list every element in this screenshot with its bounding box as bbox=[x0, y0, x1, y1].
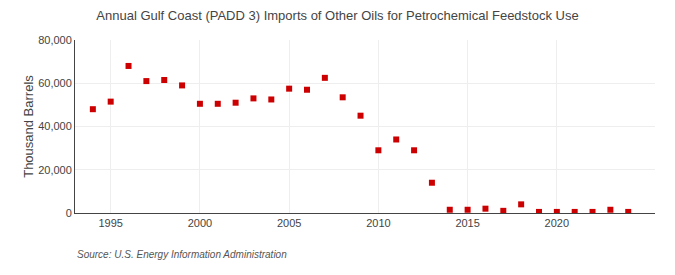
svg-text:80,000: 80,000 bbox=[38, 34, 72, 46]
svg-text:2015: 2015 bbox=[455, 217, 479, 229]
svg-text:20,000: 20,000 bbox=[38, 164, 72, 176]
svg-text:1995: 1995 bbox=[98, 217, 122, 229]
svg-text:Annual Gulf Coast (PADD 3) Imp: Annual Gulf Coast (PADD 3) Imports of Ot… bbox=[96, 8, 578, 23]
svg-text:2000: 2000 bbox=[188, 217, 212, 229]
svg-text:60,000: 60,000 bbox=[38, 77, 72, 89]
svg-text:0: 0 bbox=[66, 207, 72, 219]
svg-text:2020: 2020 bbox=[545, 217, 569, 229]
svg-text:2010: 2010 bbox=[366, 217, 390, 229]
svg-text:Thousand Barrels: Thousand Barrels bbox=[21, 75, 36, 178]
svg-text:2005: 2005 bbox=[277, 217, 301, 229]
svg-text:40,000: 40,000 bbox=[38, 120, 72, 132]
svg-text:Source: U.S. Energy Informatio: Source: U.S. Energy Information Administ… bbox=[77, 249, 287, 260]
